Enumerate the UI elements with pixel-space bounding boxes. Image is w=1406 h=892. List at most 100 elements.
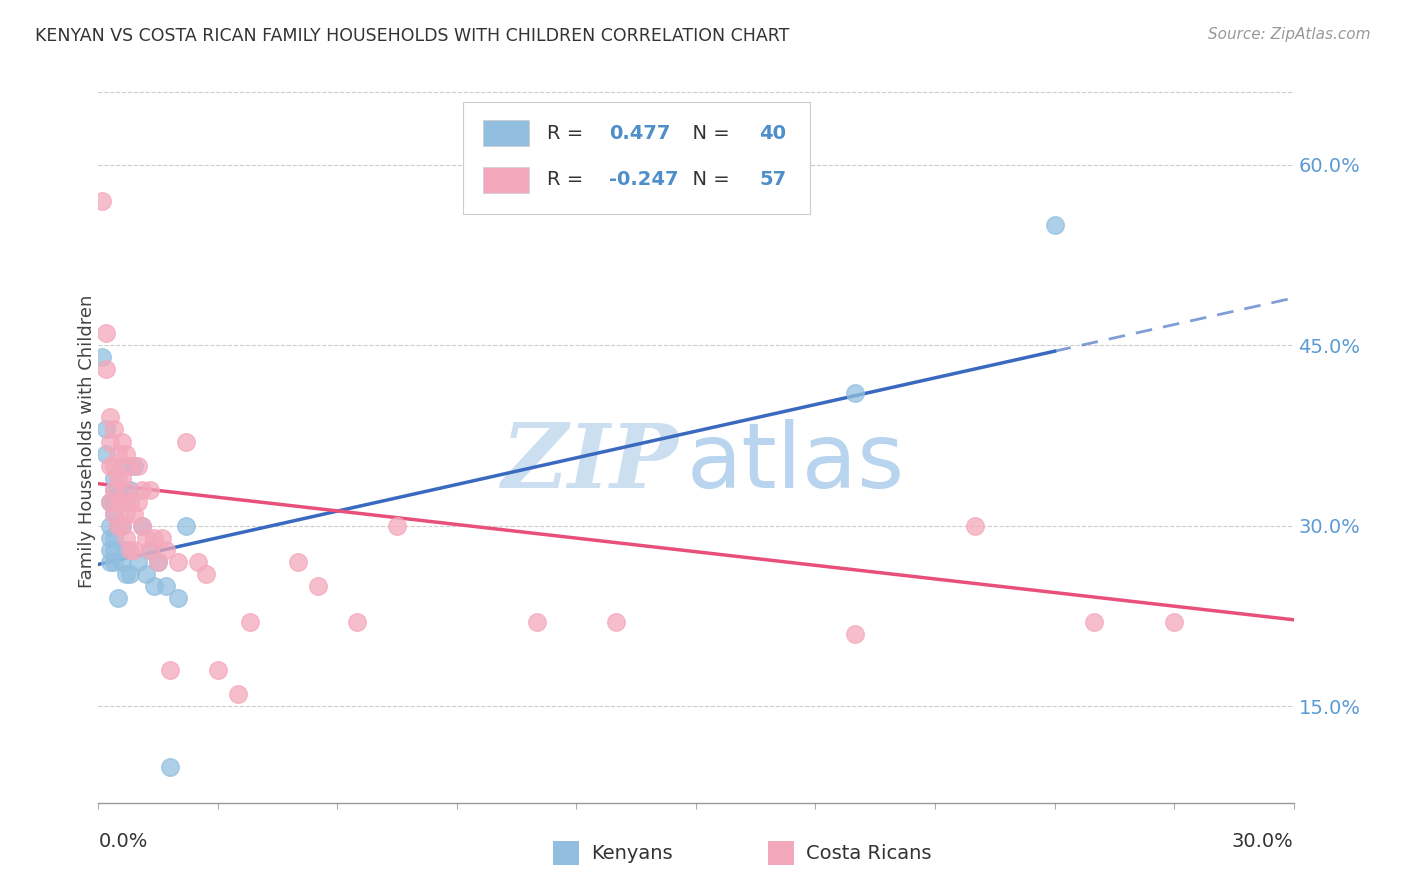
Point: [120, 567, 142, 582]
Point: [174, 434, 197, 449]
Text: Source: ZipAtlas.com: Source: ZipAtlas.com: [1208, 27, 1371, 42]
Point: [143, 579, 166, 593]
Point: [107, 519, 129, 533]
Text: 57: 57: [759, 170, 786, 189]
Point: [111, 494, 134, 508]
Point: [107, 447, 129, 461]
Point: [115, 494, 138, 508]
Point: [120, 483, 142, 497]
Point: [131, 519, 153, 533]
Point: [107, 483, 129, 497]
Point: [155, 542, 177, 557]
Point: [127, 494, 149, 508]
Point: [139, 542, 162, 557]
Point: [139, 542, 162, 557]
Point: [526, 615, 548, 630]
Text: Costa Ricans: Costa Ricans: [806, 844, 931, 863]
Point: [98, 542, 122, 557]
Text: N =: N =: [681, 170, 737, 189]
Point: [96, 326, 118, 341]
Text: R =: R =: [547, 170, 589, 189]
Point: [844, 627, 866, 641]
Text: 30.0%: 30.0%: [1232, 831, 1294, 851]
Point: [127, 555, 149, 569]
Point: [226, 687, 249, 701]
Text: KENYAN VS COSTA RICAN FAMILY HOUSEHOLDS WITH CHILDREN CORRELATION CHART: KENYAN VS COSTA RICAN FAMILY HOUSEHOLDS …: [35, 27, 790, 45]
Point: [103, 531, 125, 545]
Point: [107, 471, 129, 485]
Point: [124, 458, 146, 473]
Point: [111, 555, 134, 569]
Point: [111, 519, 134, 533]
Point: [115, 507, 138, 521]
Point: [127, 458, 149, 473]
Point: [91, 194, 114, 208]
Point: [103, 555, 125, 569]
Point: [148, 555, 170, 569]
Point: [98, 555, 122, 569]
Point: [159, 760, 181, 774]
Point: [103, 542, 125, 557]
Point: [115, 483, 138, 497]
Point: [1043, 218, 1066, 232]
Point: [103, 471, 125, 485]
Point: [115, 531, 138, 545]
Text: N =: N =: [681, 123, 737, 143]
Point: [107, 591, 129, 606]
Point: [115, 542, 138, 557]
Point: [143, 531, 166, 545]
Point: [120, 542, 142, 557]
Text: -0.247: -0.247: [609, 170, 678, 189]
Point: [103, 483, 125, 497]
Point: [187, 555, 209, 569]
Point: [103, 483, 125, 497]
Point: [111, 458, 134, 473]
Point: [91, 350, 114, 364]
Point: [111, 471, 134, 485]
Point: [174, 519, 197, 533]
Point: [103, 458, 125, 473]
Point: [98, 519, 122, 533]
Point: [98, 458, 122, 473]
Point: [155, 579, 177, 593]
Point: [96, 447, 118, 461]
Point: [346, 615, 368, 630]
Point: [135, 531, 157, 545]
Point: [103, 507, 125, 521]
Text: 40: 40: [759, 123, 786, 143]
Bar: [484, 120, 529, 146]
Point: [120, 458, 142, 473]
Point: [239, 615, 262, 630]
Bar: [768, 841, 794, 865]
Point: [111, 519, 134, 533]
Text: atlas: atlas: [686, 419, 904, 508]
Point: [98, 531, 122, 545]
Point: [135, 567, 157, 582]
Point: [96, 423, 118, 437]
Point: [98, 434, 122, 449]
Point: [963, 519, 986, 533]
Point: [98, 494, 122, 508]
Point: [1083, 615, 1105, 630]
Point: [307, 579, 329, 593]
FancyBboxPatch shape: [463, 102, 810, 214]
Point: [98, 410, 122, 425]
Point: [103, 423, 125, 437]
Y-axis label: Family Households with Children: Family Households with Children: [79, 295, 96, 588]
Point: [103, 507, 125, 521]
Point: [111, 494, 134, 508]
Point: [124, 507, 146, 521]
Point: [287, 555, 309, 569]
Point: [111, 434, 134, 449]
Text: R =: R =: [547, 123, 589, 143]
Point: [139, 483, 162, 497]
Point: [131, 519, 153, 533]
Point: [131, 483, 153, 497]
Point: [167, 555, 190, 569]
Point: [605, 615, 627, 630]
Point: [124, 542, 146, 557]
Point: [96, 362, 118, 376]
Point: [844, 386, 866, 401]
Point: [159, 664, 181, 678]
Text: 0.0%: 0.0%: [98, 831, 148, 851]
